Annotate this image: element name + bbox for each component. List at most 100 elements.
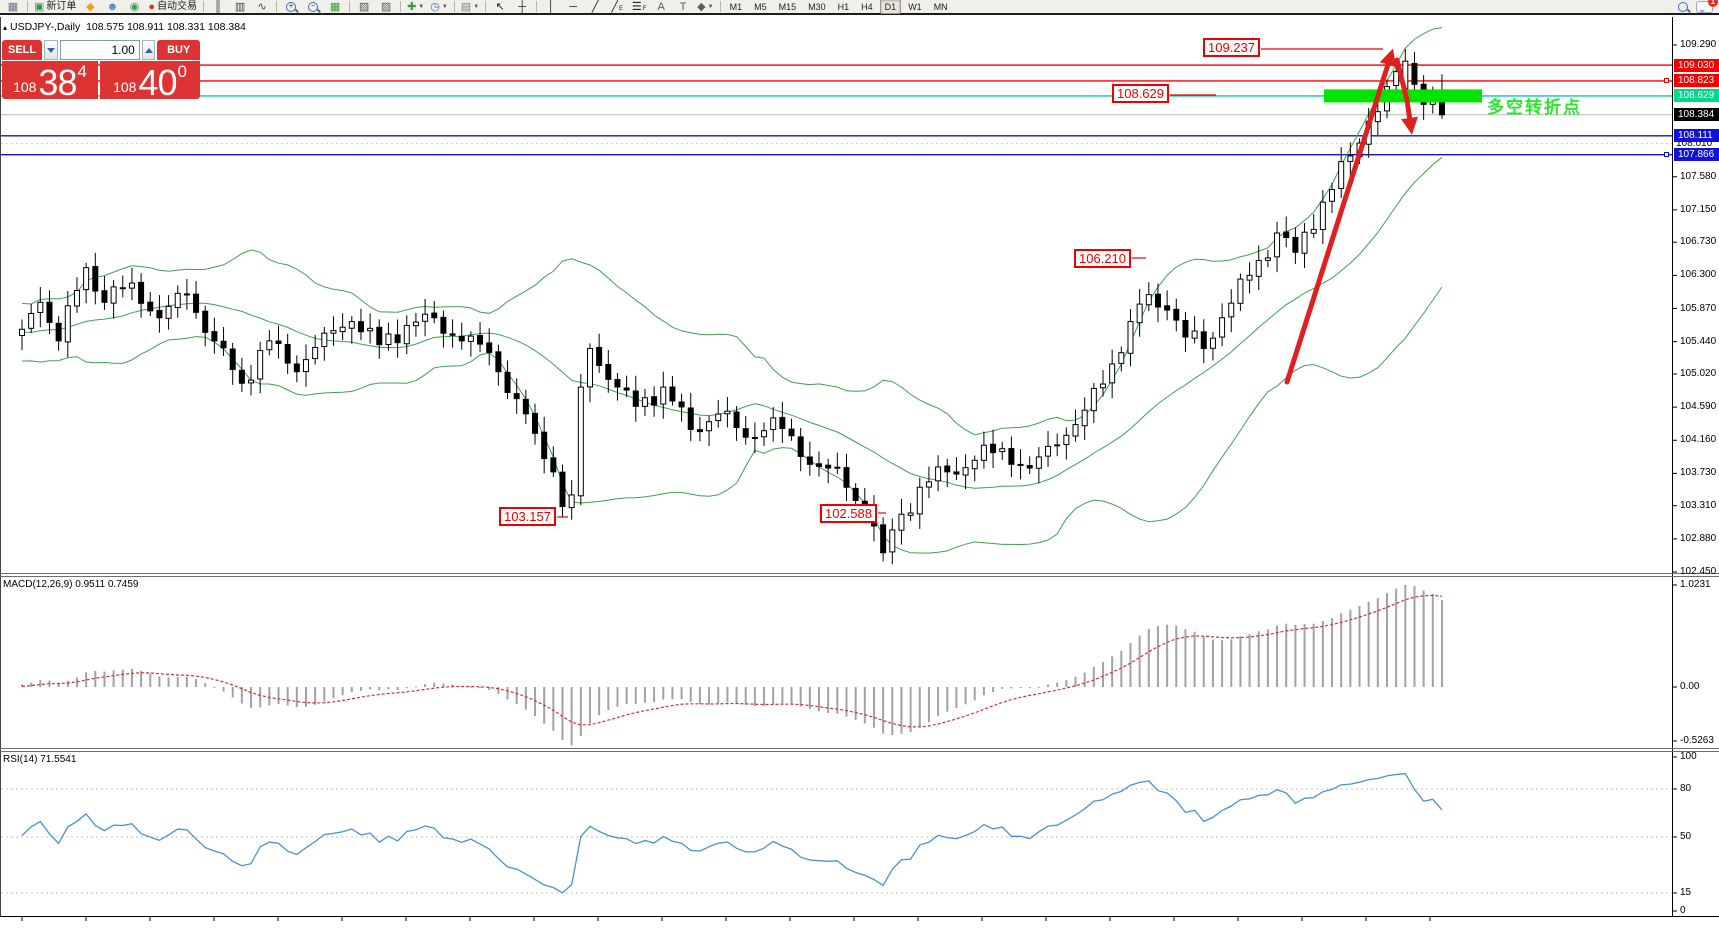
timeframe-toolbar: M1 M5 M15 M30 H1 H4 D1 W1 MN — [717, 0, 954, 14]
profile-icon[interactable]: ☻ — [102, 0, 122, 14]
fibonacci-icon[interactable]: ☰ F — [629, 0, 649, 14]
timeframe-d1[interactable]: D1 — [879, 0, 902, 14]
vertical-line-icon[interactable]: │ — [541, 0, 561, 14]
rsi-pane-canvas[interactable] — [1, 753, 1672, 916]
new-order-button-label: 新订单 — [46, 0, 77, 12]
toolbar-separator — [453, 1, 455, 12]
price-badge: 108.823 — [1674, 74, 1719, 87]
chat-icon[interactable]: 1 — [1696, 0, 1718, 13]
new-order-button[interactable]: ▣ 新订单 — [32, 0, 78, 14]
horizontal-line-icon[interactable]: ─ — [563, 0, 583, 14]
macd-pane-canvas[interactable] — [1, 578, 1672, 748]
macd-scale-label: 1.0231 — [1680, 579, 1711, 590]
volume-input[interactable] — [59, 40, 140, 60]
macd-layer — [21, 584, 1443, 746]
add-indicator-button[interactable]: ✚ ▼ — [405, 0, 426, 14]
chinese-annotation-note: 多空转折点 — [1487, 98, 1582, 117]
zoom-in-icon[interactable]: + — [281, 0, 301, 14]
turning-point-highlight-bar — [1324, 89, 1482, 103]
rsi-indicator-label: RSI(14) 71.5541 — [3, 754, 77, 765]
indicators-window-icon: ▦ — [7, 0, 19, 13]
price-tick-label: 103.310 — [1680, 500, 1717, 511]
price-badge: 108.629 — [1674, 89, 1719, 102]
volume-increase-button[interactable] — [141, 40, 156, 60]
timeframe-m1[interactable]: M1 — [729, 1, 743, 12]
indicators-window-icon[interactable]: ▦ — [3, 0, 23, 14]
timeframe-h4[interactable]: H4 — [861, 1, 873, 12]
candles-layer — [19, 49, 1445, 565]
toolbar-separator — [349, 1, 351, 12]
channel-icon[interactable]: ╱ E — [607, 0, 627, 14]
bar-chart-mode-icon: ║ — [214, 0, 222, 13]
signals-icon[interactable]: ◉ — [124, 0, 144, 14]
toolbar-separator — [400, 1, 402, 12]
main-toolbar: ▦ ▣ 新订单 ◆ ☻ ◉ ● 自动交易 ║ ▥ ∿ + − ▦ ▧ ▨ ✚ ▼ ◷ ▼ ▤ ▼ ↖ ┼ │ ─ ╱ ╱ E ☰ F A T ◆ ▼… — [0, 0, 1719, 15]
volume-decrease-button[interactable] — [44, 40, 58, 60]
dropdown-caret-icon: ▼ — [441, 3, 448, 10]
chart-corner-icon: ▴ — [3, 23, 8, 32]
axis-ticks — [21, 44, 1677, 921]
history-center-icon[interactable]: ◆ — [80, 0, 100, 14]
price-level-lines — [1, 64, 1672, 156]
price-tick-label: 105.020 — [1680, 368, 1717, 379]
price-callout: 109.237 — [1203, 38, 1260, 57]
price-tick-label: 106.730 — [1680, 236, 1717, 247]
price-tick-label: 109.290 — [1680, 39, 1717, 50]
crosshair-icon[interactable]: ┼ — [512, 0, 532, 14]
price-badge: 107.866 — [1674, 148, 1719, 161]
vertical-line-icon: │ — [547, 0, 555, 13]
tile-windows-icon[interactable]: ▦ — [325, 0, 345, 14]
ohlc-values: 108.575 108.911 108.331 108.384 — [86, 21, 246, 33]
trade-panel-top-row: SELL BUY — [2, 40, 200, 60]
trend-up-arrow — [1284, 48, 1397, 385]
timeframe-m30[interactable]: M30 — [808, 1, 826, 12]
toolbar-buttons: ▦ ▣ 新订单 ◆ ☻ ◉ ● 自动交易 ║ ▥ ∿ + − ▦ ▧ ▨ ✚ ▼ ◷ ▼ ▤ ▼ ↖ ┼ │ ─ ╱ ╱ E ☰ F A T ◆ ▼ — [2, 0, 717, 14]
sell-price-display[interactable]: 108 38 4 — [2, 61, 98, 101]
periods-button[interactable]: ◷ ▼ — [428, 0, 450, 14]
toolbar-separator — [276, 1, 278, 12]
timeframe-m15[interactable]: M15 — [778, 1, 797, 12]
terminal-icon[interactable]: ▨ — [376, 0, 396, 14]
templates-button[interactable]: ▤ ▼ — [459, 0, 481, 14]
buy-button[interactable]: BUY — [157, 40, 200, 60]
line-chart-mode-icon[interactable]: ∿ — [252, 0, 272, 14]
crosshair-icon: ┼ — [518, 0, 527, 13]
channel-icon-sub: E — [618, 6, 623, 12]
horizontal-line-icon: ─ — [569, 0, 578, 13]
toolbar-right-cluster: 1 — [1678, 0, 1718, 13]
price-tick-label: 106.300 — [1680, 269, 1717, 280]
search-icon[interactable] — [1678, 1, 1688, 12]
bar-chart-mode-icon[interactable]: ║ — [208, 0, 228, 14]
text-label-icon[interactable]: T — [673, 0, 693, 14]
buy-price-display[interactable]: 108 40 0 — [100, 61, 200, 101]
toolbar-separator — [27, 1, 28, 12]
arrows-icon: ◆ — [697, 0, 706, 13]
price-callout: 103.157 — [499, 507, 556, 526]
timeframe-h1[interactable]: H1 — [837, 1, 850, 12]
price-callout: 108.629 — [1112, 84, 1169, 103]
sell-button[interactable]: SELL — [2, 40, 43, 60]
timeframe-mn[interactable]: MN — [933, 1, 948, 12]
cursor-icon[interactable]: ↖ — [490, 0, 510, 14]
timeframe-w1[interactable]: W1 — [908, 1, 922, 12]
main-chart-canvas[interactable] — [1, 17, 1672, 573]
chart-svg[interactable] — [0, 17, 1719, 937]
arrows-icon[interactable]: ◆ ▼ — [695, 0, 715, 14]
text-icon[interactable]: A — [651, 0, 671, 14]
candlestick-mode-icon[interactable]: ▥ — [230, 0, 250, 14]
level-handle-marker — [1664, 78, 1669, 83]
channel-icon: ╱ — [611, 0, 618, 13]
dropdown-caret-icon: ▼ — [418, 3, 425, 10]
zoom-out-icon[interactable]: − — [303, 0, 323, 14]
new-order-button: ▣ — [34, 0, 45, 13]
trendline-icon: ╱ — [591, 0, 599, 13]
price-tick-label: 102.880 — [1680, 533, 1717, 544]
timeframe-m5[interactable]: M5 — [754, 1, 767, 12]
price-tick-label: 105.440 — [1680, 336, 1717, 347]
dropdown-caret-icon: ▼ — [473, 3, 480, 10]
trendline-icon[interactable]: ╱ — [585, 0, 605, 14]
auto-trading-button[interactable]: ● 自动交易 — [146, 0, 199, 14]
triangle-up-icon — [144, 47, 153, 53]
navigator-icon[interactable]: ▧ — [354, 0, 374, 14]
